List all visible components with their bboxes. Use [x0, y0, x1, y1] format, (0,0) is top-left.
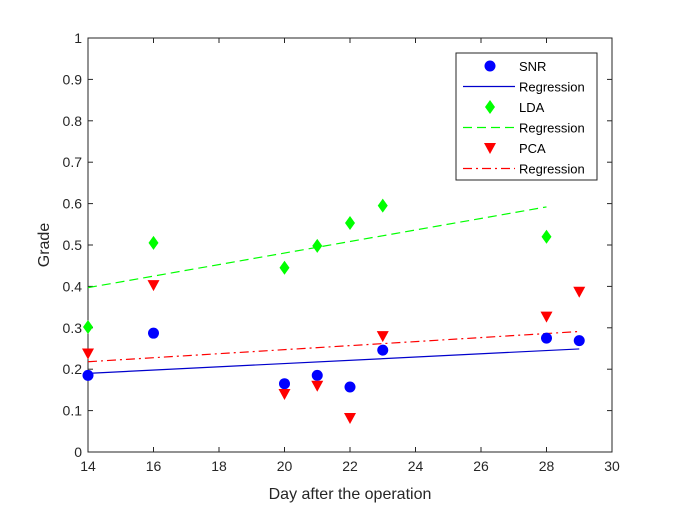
- y-tick-label: 0.1: [63, 403, 83, 419]
- legend-lda-label: LDA: [519, 100, 545, 115]
- lda-point: [83, 319, 93, 334]
- x-tick-label: 20: [277, 458, 293, 474]
- snr-point: [82, 369, 94, 381]
- lda-point: [312, 238, 323, 253]
- x-tick-label: 18: [211, 458, 227, 474]
- y-axis-label: Grade: [36, 223, 53, 268]
- y-tick-label: 0.9: [63, 71, 83, 87]
- pca-point: [376, 331, 389, 343]
- x-tick-label: 26: [473, 458, 489, 474]
- legend: SNR Regression LDA Regression PCA Regression: [455, 52, 598, 181]
- snr-point: [541, 332, 552, 344]
- x-tick-label: 22: [342, 458, 358, 474]
- pca-point: [147, 280, 160, 292]
- lda-point: [345, 216, 355, 231]
- pca-point: [278, 389, 291, 401]
- y-tick-label: 1: [74, 30, 82, 46]
- legend-pca-label: PCA: [519, 141, 546, 156]
- x-tick-label: 16: [146, 458, 162, 474]
- pca-point: [344, 413, 356, 425]
- y-tick-label: 0.6: [63, 196, 83, 212]
- lda-point: [377, 198, 388, 213]
- axis-ticks: [87, 37, 613, 453]
- tick-labels: 14 16 18 20 22 24 26 28 30 0 0.1 0.2 0.3 0.4 0.5 0.6 0.7…: [63, 30, 620, 474]
- lda-point: [148, 235, 159, 250]
- x-tick-label: 30: [604, 458, 620, 474]
- pca-point: [311, 380, 324, 392]
- legend-snr-regression-label: Regression: [519, 80, 585, 95]
- x-axis-label: Day after the operation: [269, 486, 432, 503]
- legend-pca-regression-label: Regression: [519, 162, 585, 177]
- pca-regression-line: [87, 330, 580, 363]
- snr-point: [377, 344, 389, 356]
- y-tick-label: 0.8: [63, 113, 83, 129]
- snr-point: [311, 369, 323, 381]
- legend-pca-marker: [484, 143, 496, 154]
- pca-point: [540, 311, 553, 323]
- legend-box: [455, 52, 598, 181]
- pca-point: [573, 286, 586, 298]
- snr-point: [344, 381, 356, 393]
- x-tick-label: 24: [408, 458, 424, 474]
- lda-point: [279, 260, 290, 275]
- x-tick-label: 14: [80, 458, 96, 474]
- lda-point: [541, 229, 552, 244]
- y-tick-label: 0.5: [63, 237, 83, 253]
- legend-snr-label: SNR: [519, 59, 546, 74]
- x-tick-label: 28: [539, 458, 555, 474]
- y-tick-label: 0: [74, 444, 82, 460]
- data-markers: [82, 198, 586, 425]
- snr-point: [279, 378, 290, 390]
- y-tick-label: 0.3: [63, 320, 83, 336]
- snr-point: [573, 335, 585, 347]
- legend-lda-regression-label: Regression: [519, 121, 585, 136]
- snr-regression-line: [87, 348, 580, 374]
- pca-point: [82, 348, 94, 360]
- y-tick-label: 0.2: [63, 361, 83, 377]
- y-tick-label: 0.4: [63, 278, 83, 294]
- legend-snr-marker: [484, 60, 496, 72]
- y-tick-label: 0.7: [63, 154, 83, 170]
- snr-point: [148, 327, 159, 339]
- legend-lda-marker: [485, 100, 495, 114]
